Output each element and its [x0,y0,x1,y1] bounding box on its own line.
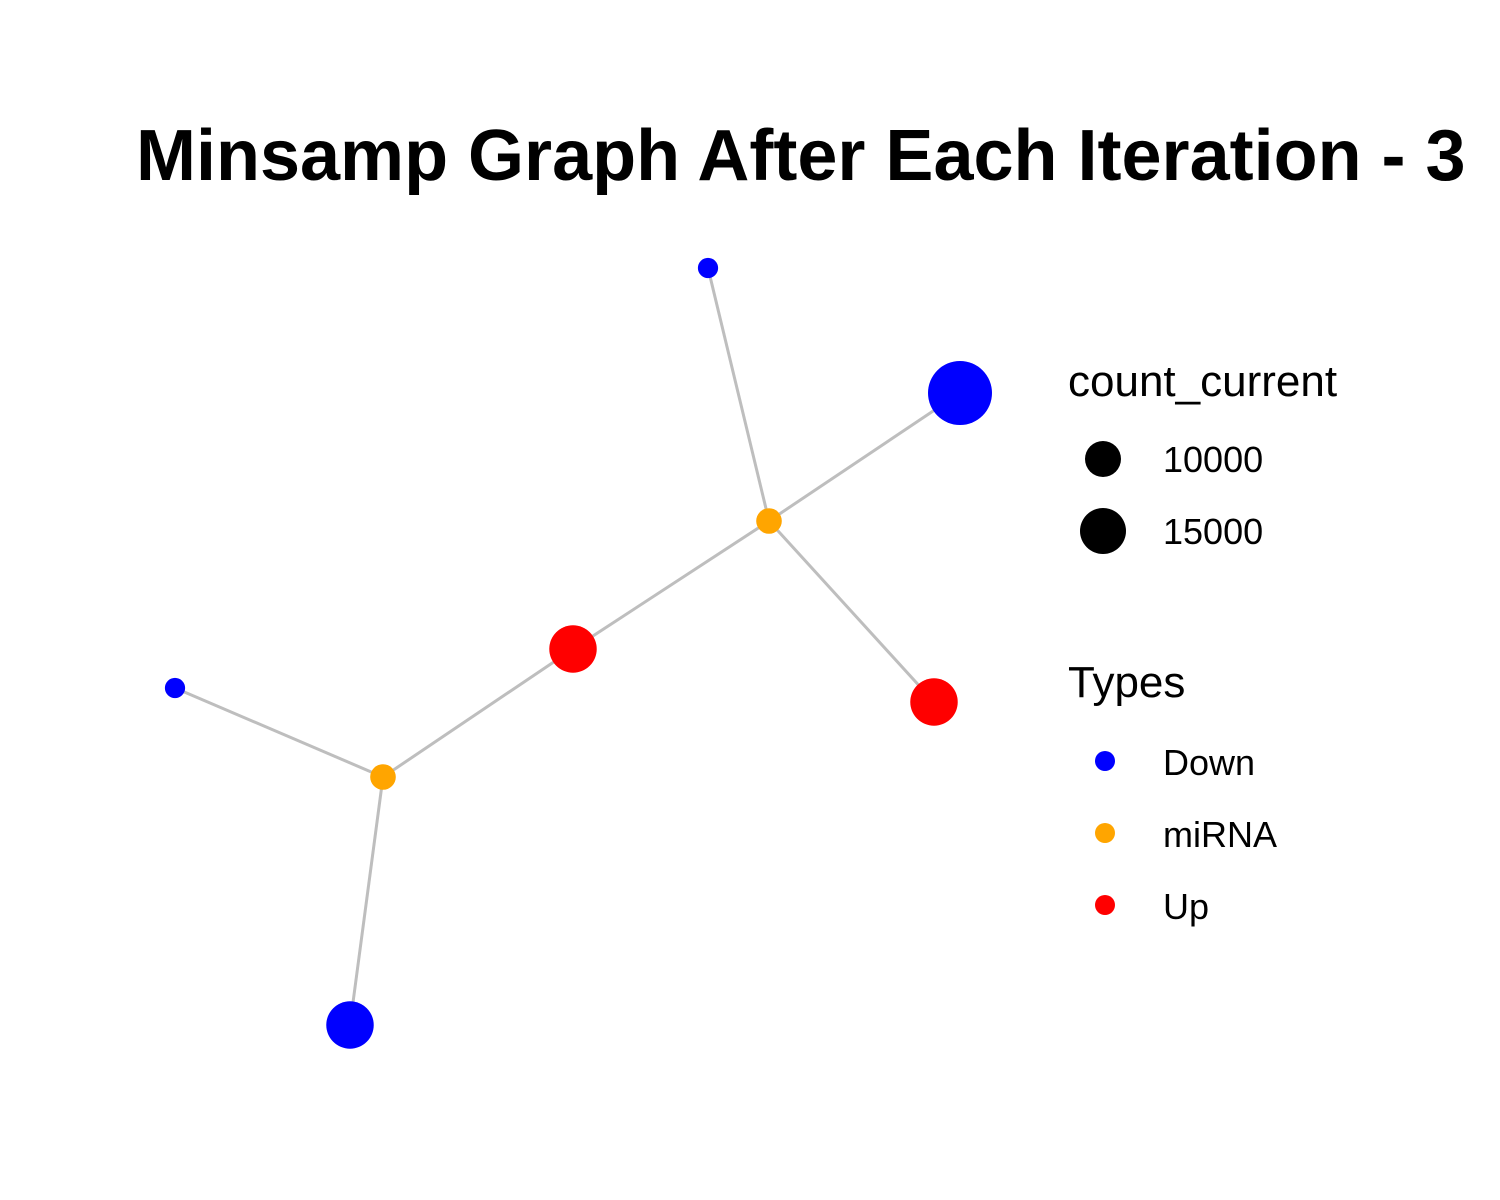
graph-edge [572,519,770,651]
size-legend-label: 15000 [1163,511,1263,552]
size-legend-key [1080,508,1126,554]
graph-edges [174,267,961,1026]
graph-node-down [164,677,186,699]
graph-node-up [910,678,958,726]
graph-node-up [549,625,597,673]
graph-edge [706,267,771,522]
size-legend-key [1085,441,1121,477]
color-legend-label: miRNA [1163,814,1277,855]
size-legend-label: 10000 [1163,439,1263,480]
color-legend-key-down [1095,751,1115,771]
color-legend-key-up [1095,895,1115,915]
graph-edge [767,519,936,704]
size-legend-title: count_current [1068,357,1337,406]
graph-node-mirna [756,508,782,534]
color-legend-label: Down [1163,742,1255,783]
graph-node-mirna [370,764,396,790]
graph-edge [768,391,961,523]
graph-nodes [164,257,992,1049]
graph-edge [174,686,384,779]
graph-edge [382,647,574,779]
size-legend: 10000 15000 [1080,439,1263,554]
color-legend-title: Types [1068,658,1185,707]
color-legend: Down miRNA Up [1095,742,1277,927]
graph-node-down [326,1001,374,1049]
color-legend-label: Up [1163,886,1209,927]
chart-title: Minsamp Graph After Each Iteration - 3 [136,116,1466,196]
legend: count_current 10000 15000 Types Down miRNA… [1068,357,1337,927]
graph-node-down [697,257,719,279]
color-legend-key-mirna [1095,823,1115,843]
graph-edge [348,776,385,1026]
graph-node-down [928,361,992,425]
